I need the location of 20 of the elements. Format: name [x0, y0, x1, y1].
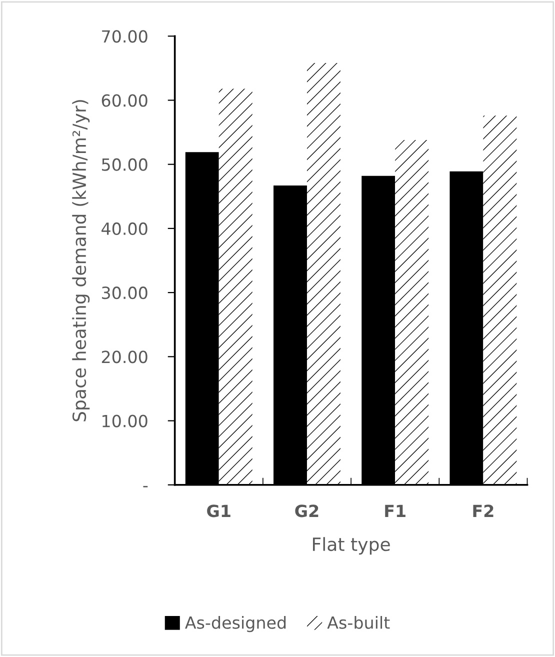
y-tick-label: 40.00 [102, 222, 148, 236]
x-tick-label: G1 [207, 504, 230, 518]
legend-label: As-built [327, 616, 390, 629]
y-tick-label: 70.00 [102, 30, 148, 43]
x-tick-label: G2 [295, 504, 318, 518]
bar [395, 140, 429, 485]
y-tick-label: - [143, 486, 148, 488]
bar [483, 116, 517, 485]
y-tick-label: 20.00 [102, 350, 148, 364]
x-axis-title: Flat type [313, 537, 390, 555]
bar [306, 63, 340, 485]
y-axis-title: Space heating demand (kWh/m²/yr) [72, 100, 90, 422]
y-tick-label: 50.00 [102, 158, 148, 171]
y-tick-label: 10.00 [102, 414, 148, 428]
x-tick-label: F2 [473, 504, 494, 517]
y-tick-label: 60.00 [102, 94, 148, 107]
y-tick-label: 30.00 [102, 286, 148, 300]
legend-label: As-designed [185, 616, 286, 632]
bar [218, 88, 252, 485]
x-tick-label: F1 [385, 504, 406, 517]
